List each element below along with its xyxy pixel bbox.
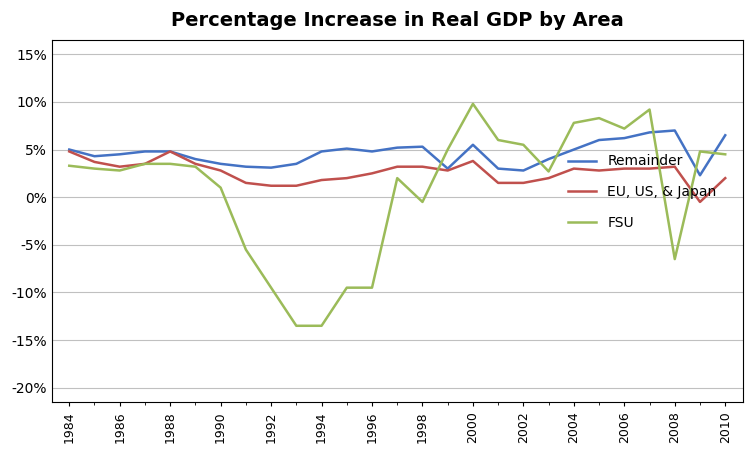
Remainder <box>620 135 629 141</box>
FSU <box>468 101 477 107</box>
FSU <box>569 120 578 126</box>
Remainder <box>241 164 250 169</box>
FSU <box>645 107 654 112</box>
Remainder <box>595 137 604 143</box>
EU, US, & Japan <box>367 171 376 176</box>
EU, US, & Japan <box>721 175 730 181</box>
EU, US, & Japan <box>468 158 477 164</box>
FSU <box>216 185 225 190</box>
EU, US, & Japan <box>645 166 654 171</box>
EU, US, & Japan <box>216 168 225 173</box>
FSU <box>721 152 730 157</box>
Remainder <box>367 149 376 154</box>
FSU <box>241 247 250 252</box>
EU, US, & Japan <box>670 164 679 169</box>
Line: EU, US, & Japan: EU, US, & Japan <box>69 152 725 202</box>
Remainder <box>468 142 477 148</box>
EU, US, & Japan <box>241 180 250 186</box>
EU, US, & Japan <box>519 180 528 186</box>
FSU <box>317 323 326 329</box>
FSU <box>670 257 679 262</box>
Remainder <box>670 128 679 133</box>
Remainder <box>267 165 276 170</box>
EU, US, & Japan <box>166 149 175 154</box>
Remainder <box>393 145 402 150</box>
EU, US, & Japan <box>191 161 200 167</box>
FSU <box>367 285 376 291</box>
FSU <box>191 164 200 169</box>
Remainder <box>166 149 175 154</box>
FSU <box>519 142 528 148</box>
EU, US, & Japan <box>267 183 276 188</box>
Remainder <box>519 168 528 173</box>
EU, US, & Japan <box>342 175 351 181</box>
EU, US, & Japan <box>494 180 503 186</box>
Remainder <box>695 173 704 178</box>
Remainder <box>721 133 730 138</box>
FSU <box>443 147 452 152</box>
EU, US, & Japan <box>569 166 578 171</box>
FSU <box>695 149 704 154</box>
EU, US, & Japan <box>115 164 124 169</box>
Line: Remainder: Remainder <box>69 130 725 175</box>
FSU <box>90 166 99 171</box>
EU, US, & Japan <box>292 183 301 188</box>
EU, US, & Japan <box>695 199 704 205</box>
Legend: Remainder, EU, US, & Japan, FSU: Remainder, EU, US, & Japan, FSU <box>563 149 722 235</box>
FSU <box>292 323 301 329</box>
Line: FSU: FSU <box>69 104 725 326</box>
Remainder <box>90 153 99 159</box>
EU, US, & Japan <box>65 149 74 154</box>
EU, US, & Japan <box>317 178 326 183</box>
Remainder <box>191 156 200 162</box>
Remainder <box>645 130 654 135</box>
FSU <box>267 285 276 291</box>
EU, US, & Japan <box>595 168 604 173</box>
Remainder <box>140 149 149 154</box>
FSU <box>342 285 351 291</box>
Remainder <box>342 146 351 151</box>
EU, US, & Japan <box>620 166 629 171</box>
FSU <box>544 169 553 174</box>
FSU <box>115 168 124 173</box>
Remainder <box>569 147 578 152</box>
Remainder <box>317 149 326 154</box>
FSU <box>595 115 604 121</box>
FSU <box>620 126 629 131</box>
Remainder <box>418 144 427 149</box>
FSU <box>418 199 427 205</box>
Remainder <box>216 161 225 167</box>
FSU <box>140 161 149 167</box>
EU, US, & Japan <box>544 175 553 181</box>
Title: Percentage Increase in Real GDP by Area: Percentage Increase in Real GDP by Area <box>171 11 624 30</box>
Remainder <box>494 166 503 171</box>
EU, US, & Japan <box>418 164 427 169</box>
EU, US, & Japan <box>90 159 99 165</box>
EU, US, & Japan <box>443 168 452 173</box>
FSU <box>166 161 175 167</box>
FSU <box>65 163 74 168</box>
EU, US, & Japan <box>140 161 149 167</box>
Remainder <box>443 166 452 171</box>
FSU <box>393 175 402 181</box>
EU, US, & Japan <box>393 164 402 169</box>
Remainder <box>292 161 301 167</box>
Remainder <box>115 152 124 157</box>
Remainder <box>544 156 553 162</box>
FSU <box>494 137 503 143</box>
Remainder <box>65 147 74 152</box>
